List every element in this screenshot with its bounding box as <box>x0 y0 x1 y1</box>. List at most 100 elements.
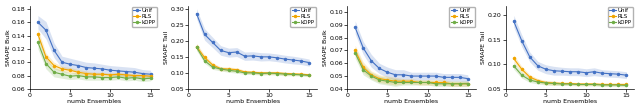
kDPP <box>415 82 423 83</box>
Unif <box>241 56 249 57</box>
Line: RLS: RLS <box>37 33 152 77</box>
kDPP <box>131 77 138 78</box>
RLS <box>209 64 216 66</box>
Unif <box>305 62 313 63</box>
RLS <box>257 72 265 73</box>
kDPP <box>241 72 249 73</box>
kDPP <box>582 84 590 85</box>
Unif <box>201 34 209 35</box>
kDPP <box>106 77 114 78</box>
RLS <box>518 69 525 70</box>
Unif <box>225 52 232 53</box>
kDPP <box>376 79 383 81</box>
RLS <box>558 83 566 84</box>
Line: Unif: Unif <box>513 20 627 76</box>
kDPP <box>225 70 232 71</box>
kDPP <box>359 69 367 70</box>
kDPP <box>440 83 447 84</box>
Unif <box>550 70 558 71</box>
Legend: Unif, RLS, kDPP: Unif, RLS, kDPP <box>607 7 634 27</box>
RLS <box>550 82 558 84</box>
X-axis label: numb Ensembles: numb Ensembles <box>67 99 122 104</box>
Y-axis label: SMAPE Tail: SMAPE Tail <box>164 31 169 64</box>
Unif <box>106 70 114 71</box>
kDPP <box>464 83 472 84</box>
kDPP <box>139 78 147 80</box>
Unif <box>590 71 598 72</box>
kDPP <box>367 75 375 77</box>
Unif <box>74 65 82 66</box>
Unif <box>131 72 138 73</box>
RLS <box>607 84 614 85</box>
kDPP <box>566 83 574 85</box>
kDPP <box>574 84 582 85</box>
kDPP <box>257 73 265 74</box>
Line: RLS: RLS <box>513 57 627 85</box>
Unif <box>58 62 66 63</box>
Unif <box>351 27 359 28</box>
X-axis label: numb Ensembles: numb Ensembles <box>543 99 597 104</box>
kDPP <box>383 81 391 82</box>
Unif <box>456 77 463 78</box>
Unif <box>392 74 399 75</box>
RLS <box>590 83 598 85</box>
kDPP <box>99 77 106 78</box>
RLS <box>376 78 383 79</box>
kDPP <box>351 52 359 54</box>
kDPP <box>58 74 66 75</box>
RLS <box>432 82 440 83</box>
RLS <box>90 74 98 75</box>
Unif <box>582 72 590 73</box>
Unif <box>273 57 281 58</box>
Unif <box>518 40 525 41</box>
kDPP <box>392 82 399 83</box>
Line: kDPP: kDPP <box>195 46 310 76</box>
Unif <box>464 78 472 79</box>
kDPP <box>193 47 200 48</box>
Line: Unif: Unif <box>195 13 310 64</box>
RLS <box>574 83 582 85</box>
Unif <box>193 13 200 14</box>
kDPP <box>534 81 541 83</box>
RLS <box>305 74 313 75</box>
kDPP <box>209 66 216 68</box>
RLS <box>123 74 131 76</box>
kDPP <box>83 76 90 78</box>
RLS <box>392 81 399 82</box>
RLS <box>367 74 375 75</box>
Unif <box>67 64 74 65</box>
RLS <box>50 65 58 66</box>
Line: kDPP: kDPP <box>513 65 627 86</box>
Legend: Unif, RLS, kDPP: Unif, RLS, kDPP <box>291 7 316 27</box>
Unif <box>510 21 518 22</box>
kDPP <box>607 84 614 86</box>
Unif <box>598 72 606 74</box>
Unif <box>115 70 122 72</box>
Unif <box>83 67 90 68</box>
Unif <box>367 60 375 61</box>
kDPP <box>249 72 257 73</box>
kDPP <box>50 72 58 73</box>
kDPP <box>408 82 415 83</box>
kDPP <box>542 82 550 84</box>
Unif <box>298 60 305 62</box>
kDPP <box>298 74 305 75</box>
kDPP <box>201 60 209 61</box>
RLS <box>281 73 289 74</box>
Unif <box>558 71 566 72</box>
kDPP <box>233 71 241 72</box>
Y-axis label: SMAPE Bulk: SMAPE Bulk <box>323 29 328 66</box>
Unif <box>217 50 225 51</box>
RLS <box>383 79 391 81</box>
kDPP <box>273 73 281 74</box>
Unif <box>257 56 265 58</box>
Unif <box>99 68 106 70</box>
RLS <box>448 83 456 84</box>
RLS <box>623 84 630 85</box>
RLS <box>147 76 154 77</box>
RLS <box>399 81 407 82</box>
RLS <box>598 84 606 85</box>
RLS <box>440 82 447 83</box>
kDPP <box>217 68 225 70</box>
kDPP <box>74 75 82 76</box>
